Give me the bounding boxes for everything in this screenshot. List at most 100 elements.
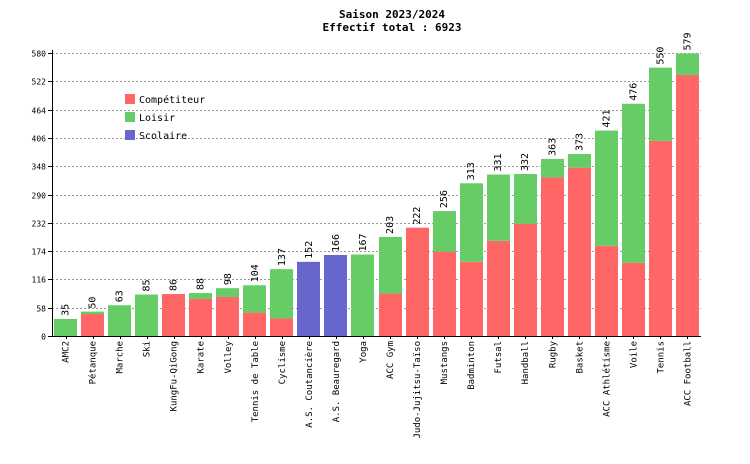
x-category-label: Handball	[521, 341, 531, 384]
x-category-label: ACC Gym	[386, 341, 396, 379]
bar-total-label: 98	[223, 273, 234, 285]
bar-segment-competiteur	[243, 312, 266, 336]
bar-segment-loisir	[622, 103, 645, 263]
legend-label: Compétiteur	[139, 94, 205, 106]
bar-segment-competiteur	[514, 223, 537, 336]
y-tick-label: 290	[32, 192, 47, 201]
legend-label: Loisir	[139, 113, 175, 124]
x-category-label: Marche	[116, 341, 126, 374]
x-category-label: AMC2	[62, 341, 72, 363]
bar-segment-competiteur	[433, 251, 456, 336]
x-category-label: Rugby	[548, 340, 558, 368]
bar-total-label: 313	[466, 162, 477, 180]
bar-segment-competiteur	[595, 245, 618, 336]
bar-total-label: 63	[115, 290, 126, 302]
bar-segment-loisir	[135, 294, 158, 336]
y-tick-label: 464	[32, 107, 47, 116]
bar-segment-competiteur	[216, 296, 239, 336]
y-tick-label: 522	[32, 78, 47, 87]
bar-segment-competiteur	[406, 227, 429, 336]
bar-total-label: 85	[142, 279, 153, 291]
bar-segment-loisir	[568, 154, 591, 168]
bar-segment-loisir	[541, 158, 564, 178]
bar-total-label: 167	[358, 233, 369, 251]
bar-total-label: 256	[439, 190, 450, 208]
bar-segment-competiteur	[487, 240, 510, 336]
bar-total-label: 476	[628, 83, 639, 101]
x-category-label: Ski	[143, 341, 153, 357]
bar-segment-competiteur	[568, 167, 591, 336]
x-category-label: Mustangs	[440, 341, 450, 384]
bar-segment-competiteur	[649, 140, 672, 336]
x-category-label: Tennis de Table	[251, 341, 261, 422]
bar-segment-competiteur	[460, 261, 483, 336]
legend-swatch-loisir	[125, 112, 135, 122]
legend-swatch-competiteur	[125, 94, 135, 104]
x-category-label: Yoga	[359, 341, 369, 363]
gridlines	[52, 53, 701, 309]
bar-segment-loisir	[189, 293, 212, 299]
bar-total-label: 203	[385, 216, 396, 234]
y-tick-label: 580	[32, 50, 47, 59]
y-tick-label: 174	[32, 248, 47, 257]
bar-segment-scolaire	[297, 261, 320, 336]
bar-total-label: 222	[412, 207, 423, 225]
x-category-label: ACC Football	[683, 341, 693, 406]
bar-total-label: 421	[601, 110, 612, 128]
bar-segment-loisir	[514, 174, 537, 224]
bar-segment-loisir	[351, 254, 374, 336]
bar-total-label: 50	[88, 297, 99, 309]
bar-segment-loisir	[595, 130, 618, 246]
legend-swatch-scolaire	[125, 130, 135, 140]
bar-segment-competiteur	[622, 262, 645, 336]
x-category-label: ACC Athlétisme	[601, 341, 612, 417]
x-category-label: Volley	[224, 340, 234, 373]
bar-total-label: 86	[169, 279, 180, 291]
x-category-label: A.S. Beauregard	[332, 341, 342, 422]
x-category-label: Tennis	[656, 341, 666, 374]
bar-total-label: 35	[61, 304, 72, 316]
bar-segment-competiteur	[189, 298, 212, 336]
bar-segment-competiteur	[270, 318, 293, 336]
bar-total-label: 137	[277, 248, 288, 266]
bar-total-label: 332	[520, 153, 531, 171]
y-tick-label: 348	[32, 163, 47, 172]
x-category-label: A.S. Coutancière	[304, 341, 315, 428]
x-category-label: Pétanque	[88, 341, 99, 384]
bar-segment-loisir	[487, 174, 510, 241]
bars: 35 50 63 85 86 88 98 104 137 152 166 167 203 222 256 31…	[54, 32, 699, 336]
bar-total-label: 88	[196, 278, 207, 290]
bar-total-label: 166	[331, 234, 342, 252]
x-category-label: Futsal	[494, 341, 504, 374]
bar-segment-competiteur	[162, 294, 185, 336]
axes: 0 58 116 174 232 290 348 406 464 522 580 AMC2 Pétanq…	[32, 50, 701, 439]
bar-total-label: 579	[682, 32, 693, 50]
bar-segment-loisir	[379, 236, 402, 294]
bar-total-label: 373	[574, 133, 585, 151]
bar-segment-loisir	[649, 67, 672, 141]
legend-label: Scolaire	[139, 131, 187, 142]
x-category-label: Karate	[197, 341, 207, 374]
x-category-label: Basket	[575, 341, 585, 374]
bar-total-label: 550	[655, 47, 666, 65]
bar-segment-loisir	[433, 211, 456, 252]
bar-segment-loisir	[243, 285, 266, 313]
bar-segment-scolaire	[324, 255, 347, 336]
chart-title: Saison 2023/2024	[339, 8, 445, 21]
bar-total-label: 363	[547, 138, 558, 156]
bar-segment-loisir	[270, 269, 293, 319]
bar-segment-competiteur	[81, 314, 104, 336]
x-category-label: Judo-Jujitsu-Taïso	[413, 341, 423, 439]
y-tick-label: 0	[41, 333, 46, 342]
bar-total-label: 152	[304, 241, 315, 259]
y-tick-label: 58	[36, 305, 46, 314]
bar-segment-competiteur	[541, 177, 564, 336]
x-category-label: Voile	[629, 341, 639, 368]
bar-segment-loisir	[216, 288, 239, 297]
x-category-label: KungFu-QiGong	[170, 341, 180, 411]
bar-segment-competiteur	[379, 293, 402, 336]
bar-segment-loisir	[676, 53, 699, 75]
legend: Compétiteur Loisir Scolaire	[125, 94, 205, 142]
